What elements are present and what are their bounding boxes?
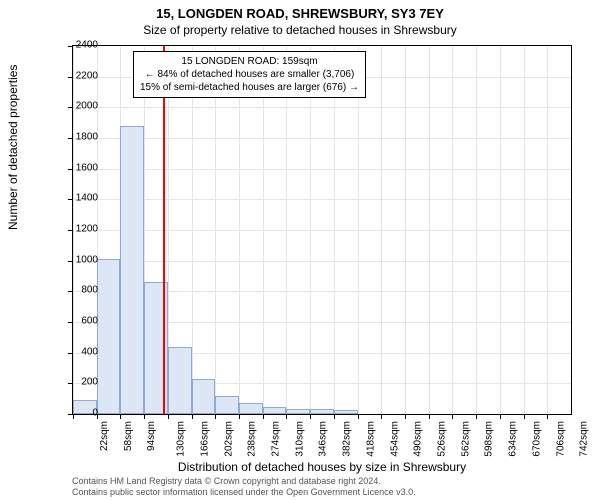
histogram-bar: [120, 126, 144, 414]
gridline-h: [73, 107, 571, 108]
xtick-mark: [144, 414, 145, 419]
gridline-v: [192, 46, 193, 414]
xtick-label: 418sqm: [365, 421, 376, 457]
histogram-bar: [263, 407, 287, 414]
ytick-label: 800: [68, 285, 98, 296]
plot-area: 15 LONGDEN ROAD: 159sqm ← 84% of detache…: [72, 45, 572, 415]
gridline-v: [524, 46, 525, 414]
gridline-v: [286, 46, 287, 414]
xtick-mark: [192, 414, 193, 419]
ytick-label: 200: [68, 377, 98, 388]
gridline-v: [405, 46, 406, 414]
x-axis-label: Distribution of detached houses by size …: [72, 460, 572, 474]
xtick-mark: [334, 414, 335, 419]
xtick-mark: [524, 414, 525, 419]
ytick-label: 2200: [68, 70, 98, 81]
gridline-v: [215, 46, 216, 414]
xtick-label: 346sqm: [318, 421, 329, 457]
xtick-label: 562sqm: [460, 421, 471, 457]
y-axis-label: Number of detached properties: [6, 65, 20, 230]
gridline-v: [358, 46, 359, 414]
xtick-mark: [263, 414, 264, 419]
ytick-label: 600: [68, 316, 98, 327]
histogram-bar: [239, 403, 263, 414]
xtick-label: 526sqm: [437, 421, 448, 457]
xtick-mark: [239, 414, 240, 419]
gridline-v: [334, 46, 335, 414]
histogram-bar: [334, 410, 358, 414]
gridline-v: [452, 46, 453, 414]
xtick-mark: [286, 414, 287, 419]
gridline-v: [263, 46, 264, 414]
xtick-label: 238sqm: [247, 421, 258, 457]
ytick-label: 2400: [68, 40, 98, 51]
xtick-mark: [120, 414, 121, 419]
xtick-label: 670sqm: [531, 421, 542, 457]
credits-line2: Contains public sector information licen…: [72, 487, 416, 498]
ytick-label: 2000: [68, 101, 98, 112]
xtick-label: 454sqm: [389, 421, 400, 457]
ytick-label: 400: [68, 346, 98, 357]
histogram-bar: [310, 409, 334, 414]
xtick-mark: [358, 414, 359, 419]
xtick-label: 382sqm: [342, 421, 353, 457]
xtick-label: 598sqm: [484, 421, 495, 457]
ytick-label: 1000: [68, 254, 98, 265]
histogram-bar: [192, 379, 216, 414]
xtick-label: 22sqm: [99, 421, 110, 451]
xtick-mark: [405, 414, 406, 419]
gridline-h: [73, 261, 571, 262]
xtick-mark: [429, 414, 430, 419]
xtick-mark: [310, 414, 311, 419]
annotation-line2: ← 84% of detached houses are smaller (3,…: [140, 68, 359, 81]
xtick-label: 706sqm: [555, 421, 566, 457]
chart-subtitle: Size of property relative to detached ho…: [0, 21, 600, 37]
gridline-v: [500, 46, 501, 414]
histogram-bar: [215, 396, 239, 414]
chart-title: 15, LONGDEN ROAD, SHREWSBURY, SY3 7EY: [0, 0, 600, 21]
xtick-label: 166sqm: [199, 421, 210, 457]
credits: Contains HM Land Registry data © Crown c…: [72, 476, 416, 498]
gridline-h: [73, 169, 571, 170]
xtick-label: 490sqm: [413, 421, 424, 457]
histogram-bar: [97, 259, 121, 414]
ytick-label: 0: [68, 408, 98, 419]
credits-line1: Contains HM Land Registry data © Crown c…: [72, 476, 416, 487]
xtick-label: 634sqm: [508, 421, 519, 457]
histogram-bar: [286, 409, 310, 414]
histogram-bar: [168, 347, 192, 414]
xtick-mark: [476, 414, 477, 419]
annotation-line3: 15% of semi-detached houses are larger (…: [140, 81, 359, 94]
annotation-box: 15 LONGDEN ROAD: 159sqm ← 84% of detache…: [133, 51, 366, 98]
xtick-mark: [452, 414, 453, 419]
annotation-line1: 15 LONGDEN ROAD: 159sqm: [140, 55, 359, 68]
gridline-v: [310, 46, 311, 414]
ytick-label: 1400: [68, 193, 98, 204]
gridline-v: [381, 46, 382, 414]
xtick-label: 202sqm: [223, 421, 234, 457]
xtick-label: 742sqm: [579, 421, 590, 457]
gridline-h: [73, 199, 571, 200]
gridline-h: [73, 230, 571, 231]
reference-line: [163, 46, 165, 414]
xtick-mark: [547, 414, 548, 419]
gridline-v: [239, 46, 240, 414]
xtick-label: 130sqm: [176, 421, 187, 457]
xtick-mark: [168, 414, 169, 419]
ytick-label: 1800: [68, 132, 98, 143]
gridline-v: [429, 46, 430, 414]
gridline-h: [73, 138, 571, 139]
xtick-label: 94sqm: [146, 421, 157, 451]
ytick-label: 1200: [68, 224, 98, 235]
ytick-label: 1600: [68, 162, 98, 173]
gridline-v: [476, 46, 477, 414]
xtick-label: 310sqm: [294, 421, 305, 457]
gridline-v: [547, 46, 548, 414]
xtick-mark: [215, 414, 216, 419]
xtick-mark: [500, 414, 501, 419]
xtick-label: 274sqm: [271, 421, 282, 457]
xtick-label: 58sqm: [123, 421, 134, 451]
xtick-mark: [381, 414, 382, 419]
